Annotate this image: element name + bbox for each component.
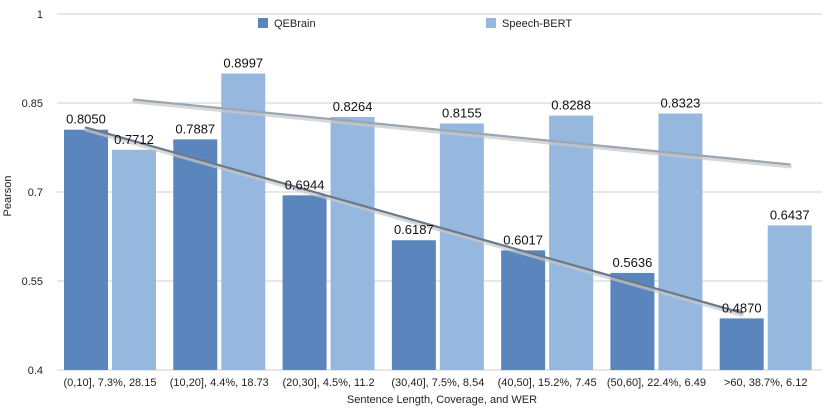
legend-swatch bbox=[258, 18, 268, 28]
data-label: 0.4870 bbox=[722, 300, 762, 315]
data-label: 0.6437 bbox=[770, 207, 810, 222]
y-tick-label: 0.85 bbox=[22, 98, 43, 110]
bar-speech-bert bbox=[221, 73, 266, 371]
x-tick-label: (30,40], 7.5%, 8.54 bbox=[391, 377, 484, 389]
x-tick-label: (0,10], 7.3%, 28.15 bbox=[64, 377, 157, 389]
y-tick-label: 1 bbox=[37, 9, 43, 21]
bar-qebrain bbox=[64, 129, 108, 370]
bar-qebrain bbox=[173, 139, 218, 370]
x-tick-labels: (0,10], 7.3%, 28.15 (10,20], 4.4%, 18.73 (… bbox=[64, 377, 808, 389]
grid-lines bbox=[57, 13, 822, 371]
data-label: 0.8323 bbox=[661, 96, 701, 111]
bars bbox=[64, 73, 812, 371]
y-tick-label: 0.7 bbox=[28, 187, 43, 199]
data-labels: 0.8050 0.7712 0.7887 0.8997 0.6944 0.8264 0.61… bbox=[66, 56, 809, 316]
data-label: 0.8155 bbox=[442, 105, 482, 120]
data-label: 0.8997 bbox=[223, 56, 263, 71]
bar-speech-bert bbox=[549, 115, 594, 370]
y-axis-title: Pearson bbox=[2, 176, 14, 217]
trendline bbox=[132, 98, 791, 166]
data-label: 0.6187 bbox=[394, 222, 434, 237]
bar-qebrain bbox=[501, 250, 546, 370]
data-label: 0.8050 bbox=[66, 112, 106, 127]
y-tick-labels: 0.4 0.55 0.7 0.85 1 bbox=[22, 9, 43, 377]
bar-speech-bert bbox=[767, 225, 812, 370]
x-axis-title: Sentence Length, Coverage, and WER bbox=[347, 394, 537, 406]
data-label: 0.6944 bbox=[285, 177, 325, 192]
legend-label: Speech-BERT bbox=[502, 18, 572, 30]
legend-swatch bbox=[486, 18, 496, 28]
y-tick-label: 0.55 bbox=[22, 276, 43, 288]
trendline-shadow bbox=[132, 99, 792, 169]
x-tick-label: (10,20], 4.4%, 18.73 bbox=[170, 377, 269, 389]
x-tick-label: (20,30], 4.5%, 11.2 bbox=[283, 377, 375, 389]
trendline bbox=[84, 126, 743, 314]
bar-speech-bert bbox=[439, 123, 484, 370]
bar-qebrain bbox=[719, 318, 764, 370]
bar-speech-bert bbox=[112, 149, 156, 370]
y-tick-label: 0.4 bbox=[28, 365, 43, 377]
data-label: 0.8264 bbox=[333, 99, 373, 114]
data-label: 0.6017 bbox=[503, 232, 543, 247]
x-tick-label: (50,60], 22.4%, 6.49 bbox=[607, 377, 706, 389]
x-tick-label: (40,50], 15.2%, 7.45 bbox=[498, 377, 597, 389]
legend: QEBrain Speech-BERT bbox=[258, 18, 572, 30]
bar-qebrain bbox=[282, 195, 327, 370]
data-label: 0.7712 bbox=[114, 132, 154, 147]
legend-label: QEBrain bbox=[274, 18, 316, 30]
bar-speech-bert bbox=[330, 117, 375, 370]
data-label: 0.8288 bbox=[551, 98, 591, 113]
bar-qebrain bbox=[391, 240, 436, 370]
data-label: 0.5636 bbox=[613, 255, 653, 270]
trendlines bbox=[84, 98, 792, 317]
x-tick-label: >60, 38.7%, 6.12 bbox=[724, 377, 807, 389]
data-label: 0.7887 bbox=[175, 121, 215, 136]
trendline-shadow bbox=[84, 127, 744, 317]
